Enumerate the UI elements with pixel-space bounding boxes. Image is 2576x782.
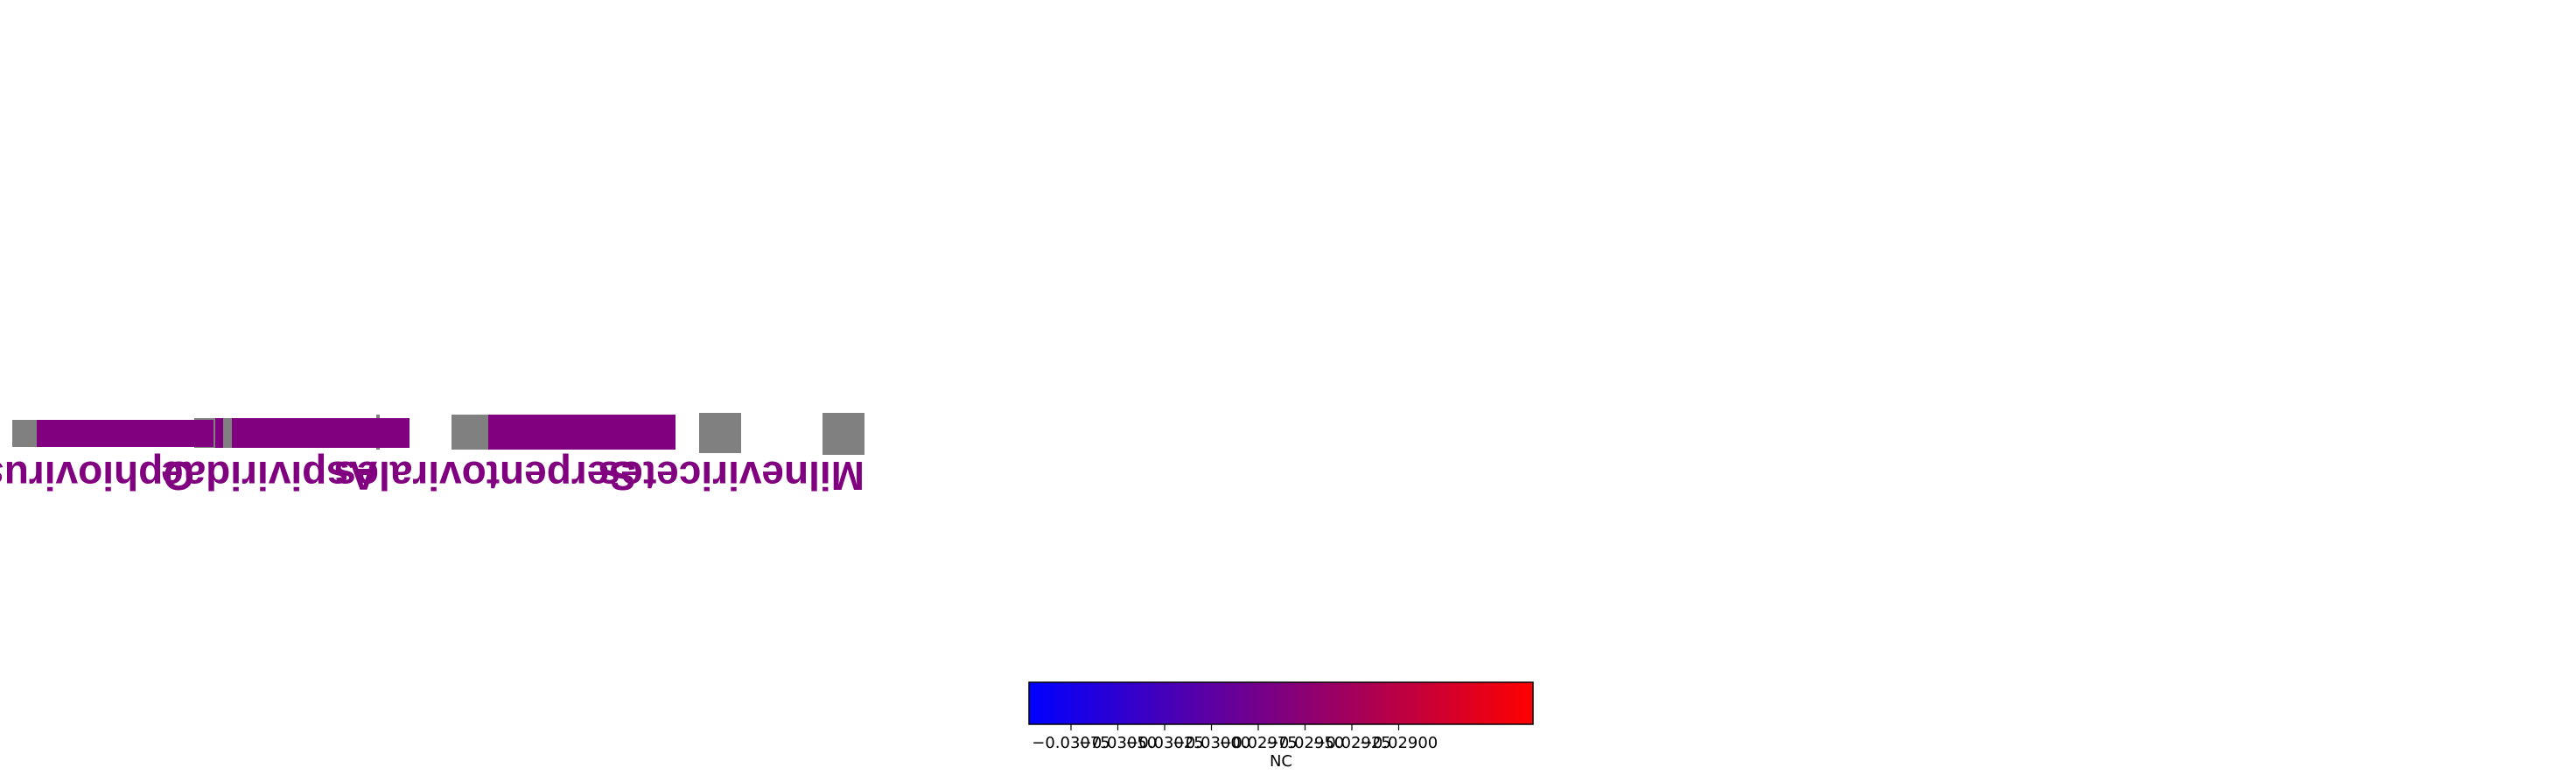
- colorbar-label: NC: [1270, 752, 1292, 771]
- rank-label-ophiovirus: Ophiovirus: [0, 453, 194, 499]
- taxonomy-labels: MilneviricetesSerpentoviralesAspiviridae…: [0, 453, 864, 499]
- bar-segment-aspiviridae-2: [488, 415, 676, 450]
- colorbar-tick-label: −0.02975: [1219, 734, 1298, 752]
- colorbar-gradient: [1028, 681, 1534, 725]
- rank-label-aspiviridae: Aspiviridae: [161, 453, 378, 499]
- bar-segment-ophiovirus-5: [12, 420, 37, 447]
- rank-label-milneviricetes: Milneviricetes: [598, 453, 864, 499]
- bar-segment-ophiovirus-3: [223, 418, 232, 448]
- colorbar-tick-label: −0.02900: [1360, 734, 1438, 752]
- colorbar-tick-label: −0.02925: [1312, 734, 1391, 752]
- bar-segment-ophiovirus-1: [215, 418, 410, 448]
- colorbar-tick-label: −0.03050: [1079, 734, 1158, 752]
- colorbar-tick-label: −0.03075: [1032, 734, 1110, 752]
- colorbar: −0.03075−0.03050−0.03025−0.03000−0.02975…: [1028, 681, 1534, 771]
- colorbar-tick-label: −0.02950: [1266, 734, 1345, 752]
- bar-segment-aspiviridae-1: [452, 415, 488, 450]
- rank-label-serpentovirales: Serpentovirales: [334, 453, 636, 499]
- taxonomy-bars: [12, 413, 864, 455]
- colorbar-tick-label: −0.03000: [1172, 734, 1251, 752]
- bar-segment-milneviricetes-1: [822, 413, 864, 455]
- bar-segment-ophiovirus-4: [37, 420, 214, 447]
- colorbar-tick-label: −0.03025: [1125, 734, 1204, 752]
- bar-segment-serpentovirales-1: [699, 413, 741, 453]
- colorbar-ticks: −0.03075−0.03050−0.03025−0.03000−0.02975…: [1032, 724, 1438, 752]
